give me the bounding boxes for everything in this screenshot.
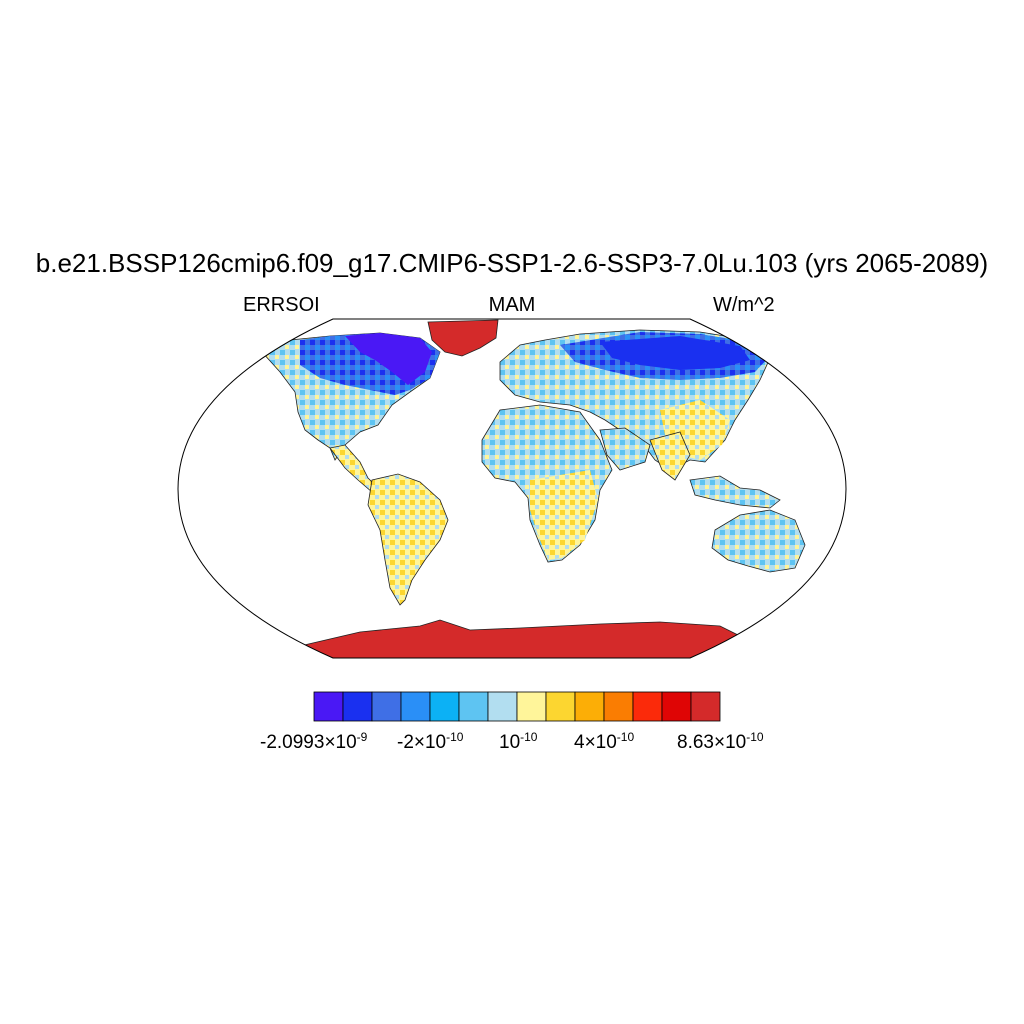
colorbar-box-0 [313, 691, 344, 722]
colorbar-tick-label: -2×10-10 [397, 730, 463, 754]
colorbar-box-2 [371, 691, 402, 722]
colorbar-box-12 [661, 691, 692, 722]
variable-label: ERRSOI [243, 294, 320, 316]
colorbar-box-9 [574, 691, 605, 722]
colorbar-box-7 [516, 691, 547, 722]
siberia-core-region [600, 336, 750, 370]
plot-title: b.e21.BSSP126cmip6.f09_g17.CMIP6-SSP1-2.… [35, 248, 989, 278]
tick-label-exponent: -10 [616, 730, 635, 744]
arabia-region [599, 427, 651, 471]
canadian-arctic-region [345, 333, 432, 385]
tick-label-exponent: -10 [446, 730, 464, 744]
tick-label-exponent: -10 [520, 730, 538, 744]
tick-label-base: -2.0993×10 [260, 732, 357, 753]
season-label: MAM [488, 294, 536, 316]
colorbar-box-6 [487, 691, 518, 722]
tick-label-base: -2×10 [397, 732, 447, 753]
india-region [649, 431, 691, 481]
colorbar-tick-label: 10-10 [499, 730, 537, 754]
tick-label-exponent: -9 [356, 730, 368, 744]
colorbar-box-3 [400, 691, 431, 722]
tick-label-exponent: -10 [746, 730, 764, 744]
greenland-region [427, 319, 499, 357]
colorbar [313, 691, 721, 722]
tick-label-base: 8.63×10 [677, 732, 747, 753]
south-america-region [367, 473, 449, 606]
australia-region [711, 509, 806, 573]
map-data-layer [261, 319, 806, 658]
maritime-continent-region [689, 475, 781, 509]
colorbar-box-1 [342, 691, 373, 722]
colorbar-tick-label: 4×10-10 [574, 730, 634, 754]
southern-africa-region [530, 470, 598, 560]
colorbar-box-10 [603, 691, 634, 722]
colorbar-box-13 [690, 691, 721, 722]
antarctica-region [278, 619, 761, 658]
colorbar-tick-label: 8.63×10-10 [677, 730, 764, 754]
units-label: W/m^2 [713, 294, 775, 316]
colorbar-box-5 [458, 691, 489, 722]
colorbar-box-8 [545, 691, 576, 722]
colorbar-tick-label: -2.0993×10-9 [260, 730, 367, 754]
central-america-region [329, 444, 379, 493]
map-boundary [177, 318, 847, 659]
tick-label-base: 10 [499, 732, 521, 753]
tick-label-base: 4×10 [574, 732, 617, 753]
colorbar-box-11 [632, 691, 663, 722]
colorbar-box-4 [429, 691, 460, 722]
